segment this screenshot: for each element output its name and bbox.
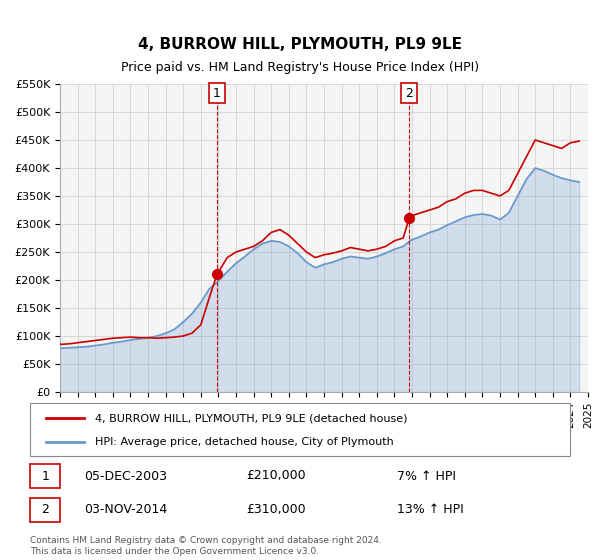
Text: 03-NOV-2014: 03-NOV-2014	[84, 503, 167, 516]
FancyBboxPatch shape	[30, 464, 60, 488]
Text: 2: 2	[405, 87, 413, 100]
FancyBboxPatch shape	[30, 497, 60, 522]
Text: £310,000: £310,000	[246, 503, 305, 516]
Text: HPI: Average price, detached house, City of Plymouth: HPI: Average price, detached house, City…	[95, 436, 394, 446]
Text: £210,000: £210,000	[246, 469, 305, 483]
Text: 2: 2	[41, 503, 49, 516]
Text: 05-DEC-2003: 05-DEC-2003	[84, 469, 167, 483]
Text: 1: 1	[41, 469, 49, 483]
Text: 7% ↑ HPI: 7% ↑ HPI	[397, 469, 456, 483]
Text: Contains HM Land Registry data © Crown copyright and database right 2024.
This d: Contains HM Land Registry data © Crown c…	[30, 536, 382, 556]
Text: 4, BURROW HILL, PLYMOUTH, PL9 9LE (detached house): 4, BURROW HILL, PLYMOUTH, PL9 9LE (detac…	[95, 413, 407, 423]
Text: 13% ↑ HPI: 13% ↑ HPI	[397, 503, 464, 516]
Text: 1: 1	[213, 87, 221, 100]
Text: 4, BURROW HILL, PLYMOUTH, PL9 9LE: 4, BURROW HILL, PLYMOUTH, PL9 9LE	[138, 38, 462, 52]
Text: Price paid vs. HM Land Registry's House Price Index (HPI): Price paid vs. HM Land Registry's House …	[121, 60, 479, 74]
FancyBboxPatch shape	[30, 403, 570, 456]
